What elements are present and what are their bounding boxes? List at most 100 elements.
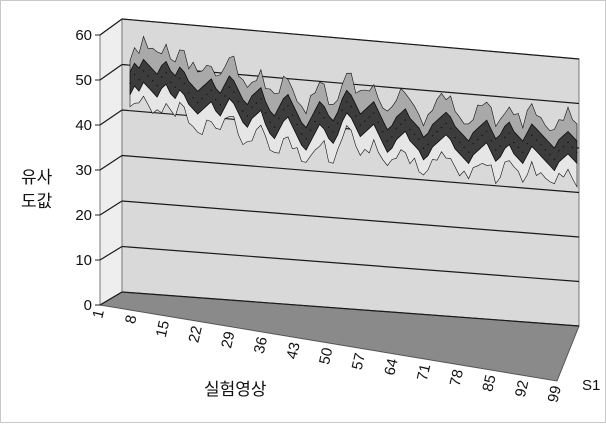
x-tick-label: 92	[512, 379, 532, 399]
series-point	[183, 82, 185, 85]
series-point	[224, 95, 226, 97]
x-tick-label: 1	[89, 308, 107, 320]
series-point	[544, 149, 547, 151]
series-point	[179, 77, 181, 80]
series-point	[337, 122, 339, 125]
series-point	[458, 141, 461, 144]
gridline-back	[121, 245, 580, 283]
side-wall	[99, 18, 123, 306]
series-point	[508, 132, 510, 134]
series-point	[188, 92, 190, 94]
x-tick-label: 43	[283, 341, 303, 361]
y-tick-label: 50	[75, 72, 92, 89]
series-point	[156, 85, 158, 87]
series-point	[332, 131, 334, 133]
series-point	[282, 109, 285, 111]
series-point	[504, 136, 506, 139]
y-tick-label: 0	[84, 297, 92, 314]
series-point	[422, 147, 425, 150]
series-point	[477, 138, 479, 141]
series-point	[490, 140, 492, 142]
series-point	[264, 112, 267, 114]
gridline-side	[99, 200, 123, 216]
series-point	[210, 89, 212, 91]
series-point	[165, 72, 167, 74]
x-tick-label: 22	[185, 324, 205, 344]
series-point	[296, 123, 298, 126]
y-tick-label: 20	[75, 207, 92, 224]
gridline-back	[121, 200, 580, 238]
series-point	[242, 110, 244, 112]
series-area	[129, 35, 578, 189]
series-point	[246, 115, 249, 117]
series-point	[445, 122, 447, 125]
series-point	[201, 97, 203, 100]
series-point	[576, 151, 578, 153]
x-tick-label: 36	[251, 335, 271, 355]
series-point	[228, 86, 230, 88]
series-point	[373, 112, 375, 114]
series-point	[463, 146, 465, 149]
series-point	[382, 131, 384, 133]
series-point	[359, 124, 361, 127]
gridline-side	[99, 18, 123, 36]
series-point	[206, 93, 208, 96]
series-point	[169, 81, 172, 84]
gridline-side	[99, 245, 123, 261]
series-point	[192, 97, 194, 99]
series-point	[364, 120, 366, 122]
series-point	[314, 120, 316, 123]
series-point	[142, 70, 145, 72]
gridline-side	[99, 109, 123, 126]
series-point	[535, 139, 538, 141]
series-point	[400, 123, 402, 125]
y-axis-ticks: 0 10 20 30 40 50 60	[75, 27, 100, 314]
series-point	[133, 74, 136, 76]
series-point	[418, 138, 420, 140]
series-point	[472, 143, 474, 145]
y-axis-title-line-2: 도값	[21, 192, 53, 212]
series-point	[309, 129, 312, 131]
gridline-back	[121, 18, 580, 60]
series-point	[395, 127, 398, 129]
series-point	[174, 86, 176, 88]
series-point	[255, 102, 258, 104]
series-point	[323, 117, 325, 119]
series-band	[129, 58, 578, 172]
series-point	[522, 151, 524, 153]
series-point	[436, 131, 438, 133]
series-point	[237, 100, 240, 103]
series-point	[440, 126, 443, 129]
series-point	[481, 134, 483, 137]
series-point	[305, 138, 307, 140]
x-tick-label: 15	[153, 319, 173, 339]
series-point	[495, 149, 497, 151]
series-point	[386, 140, 389, 142]
series-point	[413, 133, 416, 135]
series-point	[197, 102, 199, 104]
series-point	[278, 117, 280, 120]
series-point	[269, 121, 271, 124]
gridline-side	[99, 154, 123, 171]
gridline-back	[121, 291, 580, 327]
y-axis-title-line-1: 유사	[21, 168, 53, 188]
series-point	[549, 153, 551, 156]
series-point	[287, 105, 289, 107]
series-point	[571, 146, 574, 149]
series-point	[427, 143, 429, 146]
series-point	[540, 144, 542, 146]
series-point	[160, 76, 163, 78]
x-axis-ticks: 1 8 15 22 29 36 43 50 57 64 71 78 85 92 99	[89, 308, 564, 404]
x-tick-label: 29	[218, 330, 238, 350]
y-tick-label: 60	[75, 27, 92, 44]
back-wall	[121, 18, 580, 327]
x-tick-label: 64	[381, 357, 401, 377]
series-point	[531, 134, 533, 136]
series-point	[355, 115, 357, 117]
series-point	[129, 82, 131, 85]
series-point	[300, 133, 303, 135]
y-tick-label: 10	[75, 252, 92, 269]
series-point	[341, 109, 343, 112]
x-tick-label: 99	[545, 384, 565, 404]
